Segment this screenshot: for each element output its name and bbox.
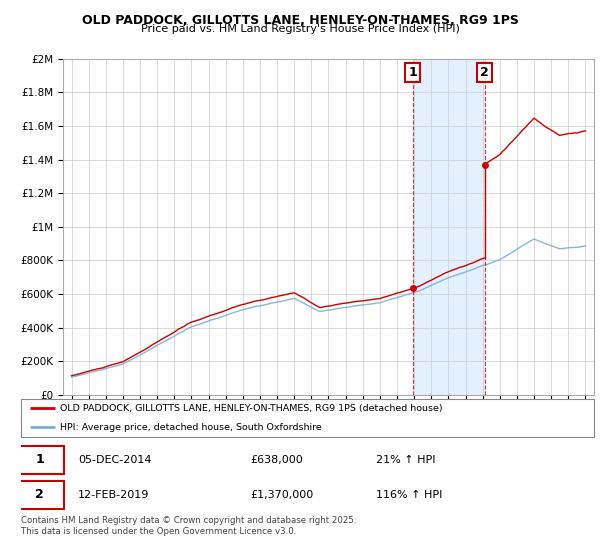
Text: £638,000: £638,000 <box>250 455 303 465</box>
Text: 1: 1 <box>35 454 44 466</box>
Text: 1: 1 <box>409 66 417 79</box>
Text: 116% ↑ HPI: 116% ↑ HPI <box>376 490 443 500</box>
Text: £1,370,000: £1,370,000 <box>250 490 313 500</box>
Text: OLD PADDOCK, GILLOTTS LANE, HENLEY-ON-THAMES, RG9 1PS: OLD PADDOCK, GILLOTTS LANE, HENLEY-ON-TH… <box>82 14 518 27</box>
Text: HPI: Average price, detached house, South Oxfordshire: HPI: Average price, detached house, Sout… <box>60 423 322 432</box>
Text: Contains HM Land Registry data © Crown copyright and database right 2025.
This d: Contains HM Land Registry data © Crown c… <box>21 516 356 536</box>
FancyBboxPatch shape <box>15 481 64 509</box>
Text: 2: 2 <box>481 66 489 79</box>
Text: OLD PADDOCK, GILLOTTS LANE, HENLEY-ON-THAMES, RG9 1PS (detached house): OLD PADDOCK, GILLOTTS LANE, HENLEY-ON-TH… <box>60 404 443 413</box>
Text: Price paid vs. HM Land Registry's House Price Index (HPI): Price paid vs. HM Land Registry's House … <box>140 24 460 34</box>
FancyBboxPatch shape <box>15 446 64 474</box>
Text: 21% ↑ HPI: 21% ↑ HPI <box>376 455 436 465</box>
Text: 05-DEC-2014: 05-DEC-2014 <box>79 455 152 465</box>
Text: 2: 2 <box>35 488 44 501</box>
Text: 12-FEB-2019: 12-FEB-2019 <box>79 490 149 500</box>
